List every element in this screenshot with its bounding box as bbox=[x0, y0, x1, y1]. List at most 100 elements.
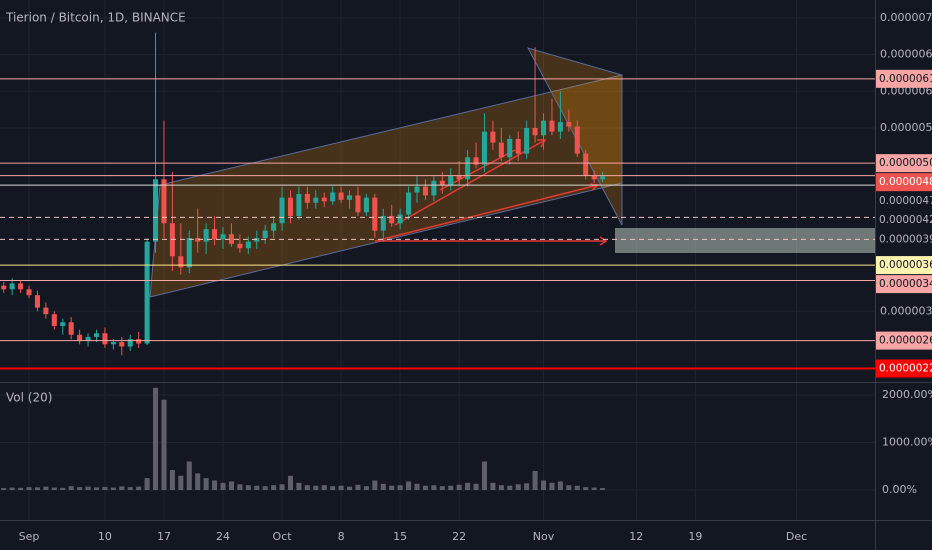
candle-body bbox=[144, 241, 150, 344]
volume-bar bbox=[60, 487, 66, 490]
candle-body bbox=[422, 186, 428, 196]
x-tick-label: 17 bbox=[157, 530, 171, 543]
volume-bar bbox=[77, 487, 83, 490]
volume-bar bbox=[102, 486, 108, 490]
candle-body bbox=[1, 285, 7, 290]
level-label: 0.00000342 bbox=[879, 278, 932, 290]
volume-bar bbox=[515, 484, 521, 490]
candle-body bbox=[372, 197, 378, 231]
candle-body bbox=[304, 193, 310, 203]
level-label: 0.00000222 bbox=[879, 362, 932, 374]
candle-body bbox=[465, 157, 471, 180]
candle-body bbox=[262, 230, 268, 238]
level-label: 0.00000617 bbox=[879, 73, 932, 85]
volume-bar bbox=[549, 482, 555, 490]
candle-body bbox=[102, 333, 108, 345]
x-tick-label: 19 bbox=[688, 530, 702, 543]
candle-body bbox=[110, 342, 116, 345]
volume-bar bbox=[557, 481, 563, 490]
candle-body bbox=[566, 122, 572, 127]
grid bbox=[0, 0, 875, 520]
x-tick-label: 22 bbox=[452, 530, 466, 543]
volume-bar bbox=[254, 485, 260, 490]
level-label: 0.00000485 bbox=[879, 176, 932, 188]
level-label: 0.00000398 bbox=[879, 233, 932, 245]
volume-bar bbox=[203, 478, 209, 490]
candle-body bbox=[498, 142, 504, 158]
candle-body bbox=[431, 180, 437, 196]
candle-body bbox=[406, 192, 412, 215]
candle-body bbox=[600, 176, 606, 180]
volume-bar bbox=[422, 485, 428, 490]
level-label-box bbox=[876, 359, 932, 378]
candle-body bbox=[346, 195, 353, 200]
candle-body bbox=[279, 197, 285, 224]
x-tick-label: 24 bbox=[216, 530, 230, 543]
candle-body bbox=[591, 175, 597, 180]
volume-bar bbox=[431, 485, 437, 490]
volume-bar bbox=[397, 485, 403, 490]
volume-bar bbox=[169, 470, 175, 490]
candle-body bbox=[220, 234, 226, 240]
candle-body bbox=[574, 126, 580, 154]
volume-bar bbox=[26, 487, 32, 490]
volume-bar bbox=[338, 485, 344, 490]
candle-body bbox=[338, 192, 344, 200]
volume-bar bbox=[524, 483, 530, 490]
volume-bar bbox=[93, 487, 100, 490]
x-tick-label: 10 bbox=[98, 530, 112, 543]
volume-bar bbox=[498, 485, 504, 490]
candle-body bbox=[60, 322, 66, 326]
candle-body bbox=[313, 197, 319, 203]
volume-bar bbox=[161, 399, 167, 490]
volume-bar bbox=[313, 485, 319, 490]
candle-body bbox=[127, 339, 133, 347]
candle-body bbox=[557, 122, 563, 132]
candle-body bbox=[397, 214, 403, 224]
volume-bar bbox=[186, 461, 192, 490]
level-label: 0.00000260 bbox=[879, 335, 932, 347]
volume-tick-label: 0.00% bbox=[882, 483, 917, 496]
level-label-box bbox=[876, 331, 932, 350]
candle-body bbox=[228, 234, 234, 244]
volume-bar bbox=[195, 473, 201, 490]
volume-bar bbox=[372, 480, 378, 490]
volume-bar bbox=[245, 485, 251, 490]
volume-bar bbox=[237, 484, 243, 490]
volume-bar bbox=[212, 480, 218, 490]
volume-bar bbox=[1, 488, 7, 490]
level-label: 0.00000363 bbox=[879, 259, 932, 271]
candle-body bbox=[34, 295, 40, 308]
volume-bar bbox=[119, 486, 125, 490]
candle-body bbox=[448, 175, 454, 186]
candle-body bbox=[363, 197, 369, 213]
candle-body bbox=[355, 195, 361, 213]
volume-bar bbox=[110, 487, 116, 490]
candle-body bbox=[119, 342, 125, 347]
volume-bar bbox=[600, 488, 606, 490]
x-tick-label: Oct bbox=[273, 530, 293, 543]
level-label: 0.00000472 bbox=[879, 195, 932, 207]
candle-body bbox=[68, 322, 74, 335]
candle-body bbox=[161, 179, 167, 224]
x-tick-label: 8 bbox=[338, 530, 345, 543]
candle-body bbox=[136, 339, 142, 344]
level-label-box bbox=[876, 154, 932, 173]
candle-body bbox=[473, 157, 479, 165]
candle-body bbox=[296, 193, 302, 216]
volume-bar bbox=[566, 485, 572, 490]
level-label-box bbox=[876, 256, 932, 275]
volume-bar bbox=[355, 484, 361, 490]
volume-bar bbox=[228, 481, 234, 490]
volume-bar bbox=[532, 470, 538, 490]
level-label: 0.00000502 bbox=[879, 157, 932, 169]
volume-bar bbox=[144, 478, 150, 490]
volume-bar bbox=[490, 482, 496, 490]
candle-body bbox=[195, 237, 201, 242]
volume-bar bbox=[321, 485, 327, 490]
candle-body bbox=[203, 229, 209, 242]
volume-bar bbox=[68, 486, 74, 490]
volume-bar bbox=[220, 482, 226, 490]
candle-body bbox=[9, 283, 15, 290]
volume-bar bbox=[507, 485, 513, 490]
